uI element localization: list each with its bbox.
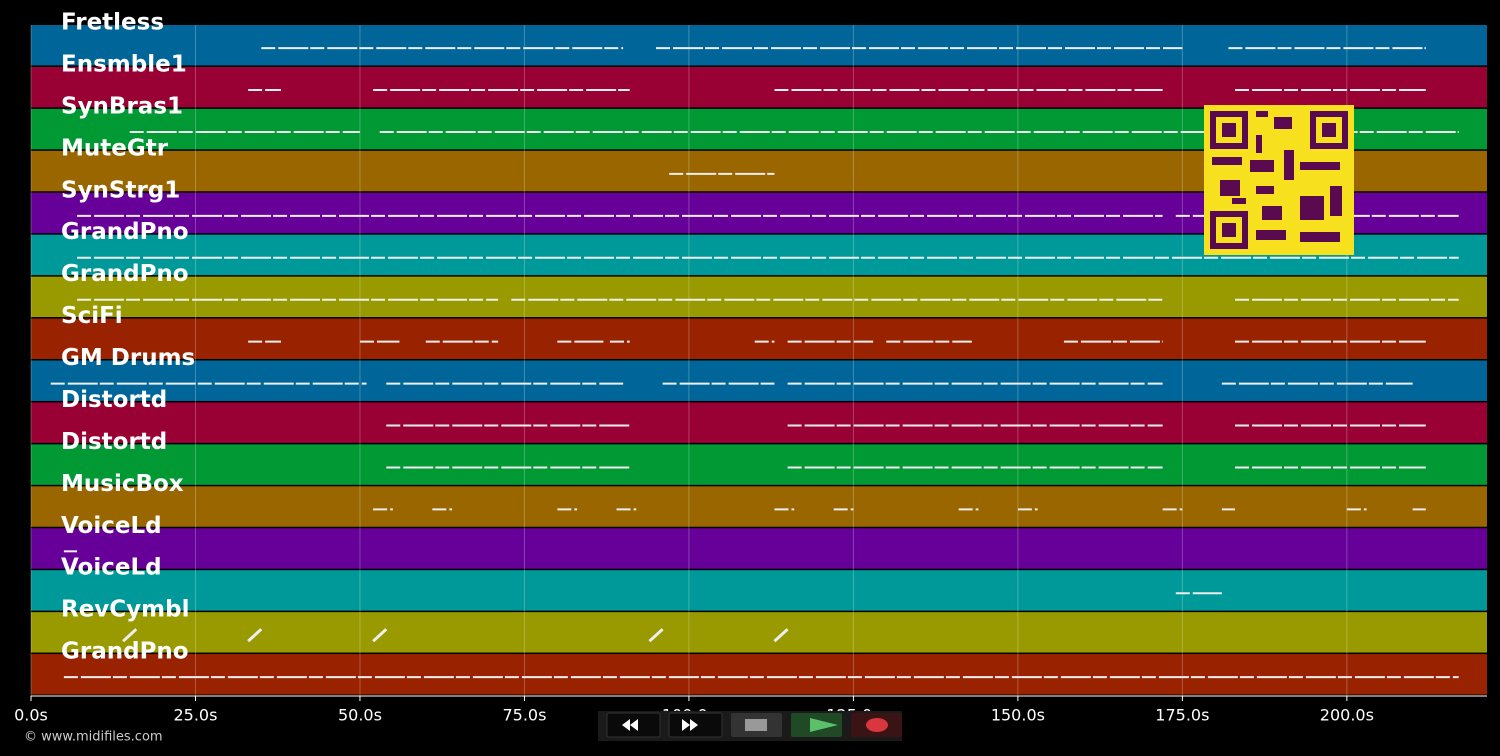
track-name: GrandPno [61,219,189,245]
track-name: GrandPno [61,261,189,287]
track-name: Ensmble1 [61,51,187,77]
track-name: Fretless [61,10,164,36]
play-button[interactable] [791,713,842,737]
track-band [31,654,1487,695]
x-tick-label: 50.0s [338,706,382,725]
stop-button[interactable] [731,713,782,737]
track-name: MuteGtr [61,135,169,161]
x-tick-label: 175.0s [1155,706,1209,725]
track-name: Distortd [61,429,167,455]
note [648,628,664,643]
qr-code [1204,105,1354,255]
track-name: SciFi [61,303,123,329]
track-band [31,318,1487,359]
track-band [31,612,1487,653]
x-tick-label: 150.0s [991,706,1045,725]
track-band [31,528,1487,569]
track-name: VoiceLd [61,555,162,581]
track-name: MusicBox [61,471,184,497]
track-name: RevCymbl [61,597,190,623]
track-band [31,360,1487,401]
footer: © www.midifiles.com [24,730,163,745]
transport-controls [598,711,902,741]
track-band [31,276,1487,318]
track-name: GrandPno [61,639,189,665]
track-band [31,486,1487,527]
note [773,628,789,643]
track-band [31,444,1487,485]
rewind-button[interactable] [606,712,661,738]
track-name: Distortd [61,387,167,413]
track-band [31,66,1487,108]
note [122,628,138,643]
track-band [31,402,1487,443]
x-tick-label: 75.0s [502,706,546,725]
record-button[interactable] [851,713,902,737]
track-name: VoiceLd [61,513,162,539]
track-band [31,570,1487,611]
note [372,628,388,643]
track-name: SynBras1 [61,93,183,119]
x-tick-label: 25.0s [173,706,217,725]
fast-forward-button[interactable] [668,712,723,738]
track-name: GM Drums [61,345,195,371]
x-tick-label: 0.0s [14,706,48,725]
track-band [31,25,1487,66]
note [247,628,263,643]
x-tick-label: 200.0s [1320,706,1374,725]
track-name: SynStrg1 [61,177,180,203]
